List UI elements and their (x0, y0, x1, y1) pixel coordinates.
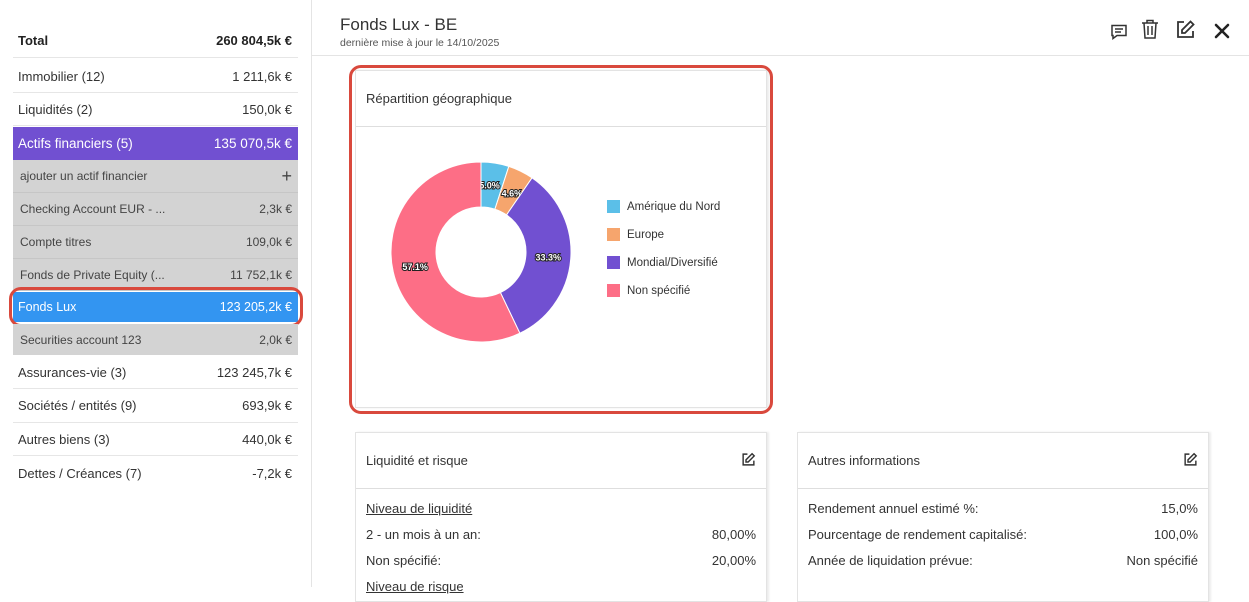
sidebar-item-label: Autres biens (3) (18, 431, 110, 447)
sidebar-subitem-securities-account[interactable]: Securities account 123 2,0k € (13, 324, 298, 355)
info-row: Rendement annuel estimé %: 15,0% (808, 500, 1198, 516)
card-header: Répartition géographique (356, 71, 766, 127)
card-title: Liquidité et risque (366, 453, 468, 468)
sidebar-item-label: Actifs financiers (5) (18, 136, 133, 151)
liquidity-risk-card: Liquidité et risque Niveau de liquidité … (355, 432, 767, 602)
sidebar-item-label: Liquidités (2) (18, 101, 93, 117)
sidebar-item-label: Sociétés / entités (9) (18, 398, 137, 413)
sidebar-item-immobilier[interactable]: Immobilier (12) 1 211,6k € (13, 60, 298, 93)
legend-swatch (607, 284, 620, 297)
sidebar-subitem-label: Checking Account EUR - ... (20, 202, 166, 216)
add-financial-asset-label: ajouter un actif financier (20, 169, 148, 183)
comment-icon[interactable] (1108, 21, 1130, 43)
sidebar-subitem-fonds-lux[interactable]: Fonds Lux 123 205,2k € (13, 292, 298, 322)
asset-sidebar: Total 260 804,5k € Immobilier (12) 1 211… (0, 0, 312, 587)
edit-icon[interactable] (741, 452, 756, 470)
add-financial-asset-button[interactable]: ajouter un actif financier + (13, 160, 298, 193)
sidebar-subitem-value: 2,3k € (259, 202, 292, 216)
sidebar-item-value: -7,2k € (252, 465, 292, 481)
sidebar-subitem-value: 11 752,1k € (230, 267, 292, 282)
sidebar-item-label: Immobilier (12) (18, 68, 105, 84)
legend-item-2[interactable]: Mondial/Diversifié (607, 256, 718, 269)
card-title: Autres informations (808, 453, 920, 468)
legend-label: Non spécifié (627, 284, 691, 297)
legend-label: Mondial/Diversifié (627, 256, 718, 269)
sidebar-subitem-label: Fonds Lux (18, 300, 77, 314)
legend-item-3[interactable]: Non spécifié (607, 284, 690, 297)
chart-highlight (349, 65, 773, 414)
sidebar-item-value: 1 211,6k € (232, 68, 292, 84)
sidebar-subitem-label: Fonds de Private Equity (... (20, 267, 165, 282)
legend-label: Europe (627, 228, 665, 241)
info-row: Pourcentage de rendement capitalisé: 100… (808, 526, 1198, 542)
last-update-text: dernière mise à jour le 14/10/2025 (340, 37, 500, 49)
selection-highlight (9, 287, 303, 327)
sidebar-subitem-checking-account[interactable]: Checking Account EUR - ... 2,3k € (13, 193, 298, 226)
edit-icon[interactable] (1183, 452, 1198, 470)
info-row: Année de liquidation prévue: Non spécifi… (808, 552, 1198, 568)
sidebar-subitem-private-equity[interactable]: Fonds de Private Equity (... 11 752,1k € (13, 259, 298, 291)
sidebar-item-value: 150,0k € (242, 101, 292, 117)
sidebar-subitem-value: 123 205,2k € (219, 300, 292, 314)
detail-header: Fonds Lux - BE dernière mise à jour le 1… (312, 0, 1249, 56)
other-information-card: Autres informations Rendement annuel est… (797, 432, 1209, 602)
sidebar-subitem-label: Securities account 123 (20, 332, 142, 347)
total-value: 260 804,5k € (216, 33, 292, 48)
card-title: Répartition géographique (366, 91, 512, 106)
plus-icon: + (281, 166, 292, 186)
legend-item-0[interactable]: Amérique du Nord (607, 200, 720, 213)
card-header: Liquidité et risque (356, 433, 766, 489)
sidebar-item-label: Dettes / Créances (7) (18, 465, 142, 481)
legend-label: Amérique du Nord (627, 200, 721, 213)
sidebar-subitem-value: 109,0k € (245, 235, 292, 249)
sidebar-item-societes[interactable]: Sociétés / entités (9) 693,9k € (13, 389, 298, 423)
sidebar-subitem-compte-titres[interactable]: Compte titres 109,0k € (13, 226, 298, 259)
close-icon[interactable] (1211, 20, 1233, 42)
sidebar-item-value: 123 245,7k € (216, 364, 292, 380)
sidebar-subitem-label: Compte titres (20, 235, 92, 249)
total-label: Total (18, 33, 49, 48)
liquidity-row: 2 - un mois à un an: 80,00% (366, 526, 756, 542)
sidebar-item-assurances-vie[interactable]: Assurances-vie (3) 123 245,7k € (13, 356, 298, 389)
liquidity-heading: Niveau de liquidité (366, 500, 473, 516)
legend-swatch (607, 256, 620, 269)
sidebar-item-label: Assurances-vie (3) (18, 364, 127, 380)
card-header: Autres informations (798, 433, 1208, 489)
sidebar-item-liquidites[interactable]: Liquidités (2) 150,0k € (13, 93, 298, 126)
sidebar-item-dettes[interactable]: Dettes / Créances (7) -7,2k € (13, 456, 298, 490)
legend-swatch (607, 200, 620, 213)
risk-heading: Niveau de risque (366, 578, 464, 594)
total-row: Total 260 804,5k € (13, 24, 298, 58)
sidebar-item-actifs-financiers[interactable]: Actifs financiers (5) 135 070,5k € (13, 127, 298, 160)
trash-icon[interactable] (1139, 18, 1161, 40)
sidebar-item-value: 693,9k € (242, 398, 292, 413)
sidebar-subitem-value: 2,0k € (259, 332, 292, 347)
page-title: Fonds Lux - BE (340, 15, 458, 34)
sidebar-item-value: 440,0k € (242, 431, 292, 447)
sidebar-item-value: 135 070,5k € (213, 136, 292, 151)
legend-item-1[interactable]: Europe (607, 228, 664, 241)
legend-swatch (607, 228, 620, 241)
edit-icon[interactable] (1174, 18, 1196, 40)
liquidity-row: Non spécifié: 20,00% (366, 552, 756, 568)
sidebar-item-autres-biens[interactable]: Autres biens (3) 440,0k € (13, 423, 298, 456)
